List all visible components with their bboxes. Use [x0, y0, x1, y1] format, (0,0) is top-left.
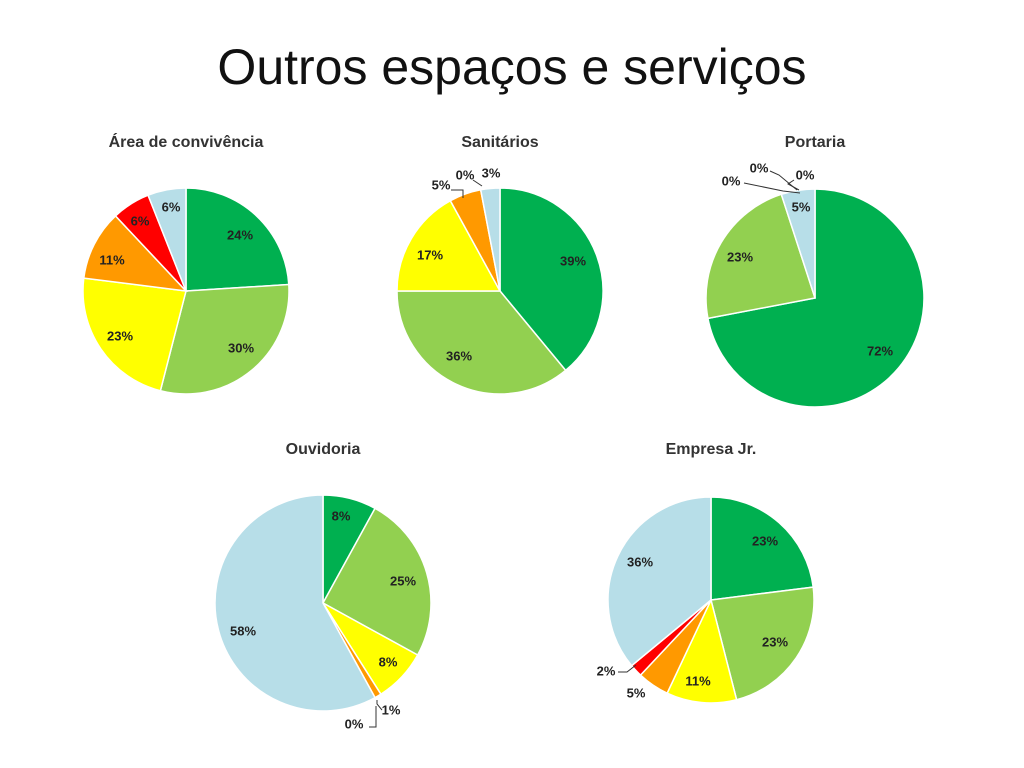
- data-label: 8%: [332, 508, 351, 523]
- pie-slice: [710, 496, 815, 601]
- leader-line: [472, 179, 483, 187]
- chart-title: Sanitários: [461, 134, 538, 151]
- pie-slice: [214, 494, 377, 712]
- pie-slice: [82, 277, 187, 392]
- data-label: 1%: [382, 702, 401, 717]
- data-label: 39%: [560, 253, 586, 268]
- data-label: 6%: [131, 213, 150, 228]
- data-label: 24%: [227, 227, 253, 242]
- data-label: 17%: [417, 247, 443, 262]
- data-label: 23%: [727, 249, 753, 264]
- pie-slice: [499, 187, 604, 372]
- leader-line: [369, 706, 377, 728]
- data-label: 3%: [482, 165, 501, 180]
- pie-slice: [159, 283, 290, 395]
- data-label: 25%: [390, 573, 416, 588]
- data-label: 11%: [99, 252, 125, 267]
- leader-line: [743, 182, 801, 194]
- leader-line: [451, 189, 464, 198]
- data-label: 0%: [750, 160, 769, 175]
- pie-slice: [705, 193, 816, 320]
- data-label: 5%: [627, 685, 646, 700]
- data-label: 5%: [432, 177, 451, 192]
- leader-line: [787, 179, 800, 191]
- data-label: 23%: [107, 328, 133, 343]
- pie-slice: [147, 187, 187, 292]
- pie-slice: [707, 188, 925, 408]
- data-label: 0%: [345, 716, 364, 731]
- pie-slice: [780, 188, 816, 299]
- pie-slice: [82, 214, 188, 293]
- data-label: 0%: [796, 167, 815, 182]
- data-label: 6%: [162, 199, 181, 214]
- data-label: 23%: [762, 634, 788, 649]
- data-label: 58%: [230, 623, 256, 638]
- pie-slice: [710, 586, 815, 701]
- data-label: 8%: [379, 654, 398, 669]
- data-label: 30%: [228, 340, 254, 355]
- pie-slice: [396, 199, 502, 292]
- leader-line: [769, 170, 798, 191]
- chart-title: Ouvidoria: [286, 441, 361, 458]
- pie-slice: [666, 597, 738, 704]
- data-label: 11%: [685, 673, 711, 688]
- data-label: 23%: [752, 533, 778, 548]
- data-label: 36%: [446, 348, 472, 363]
- data-label: 72%: [867, 343, 893, 358]
- data-label: 36%: [627, 554, 653, 569]
- pie-slice: [321, 507, 432, 657]
- leader-line: [376, 700, 383, 711]
- pie-slice: [479, 187, 501, 292]
- chart-title: Área de convivência: [109, 132, 264, 151]
- data-label: 0%: [456, 167, 475, 182]
- page-title: Outros espaços e serviços: [217, 39, 807, 95]
- data-label: 2%: [597, 663, 616, 678]
- chart-title: Portaria: [785, 134, 846, 151]
- chart-title: Empresa Jr.: [666, 441, 757, 458]
- data-label: 5%: [792, 199, 811, 214]
- leader-line: [618, 664, 637, 673]
- pie-slice: [185, 187, 290, 292]
- data-label: 0%: [722, 173, 741, 188]
- pie-slice: [607, 496, 712, 667]
- pie-slice: [396, 290, 567, 395]
